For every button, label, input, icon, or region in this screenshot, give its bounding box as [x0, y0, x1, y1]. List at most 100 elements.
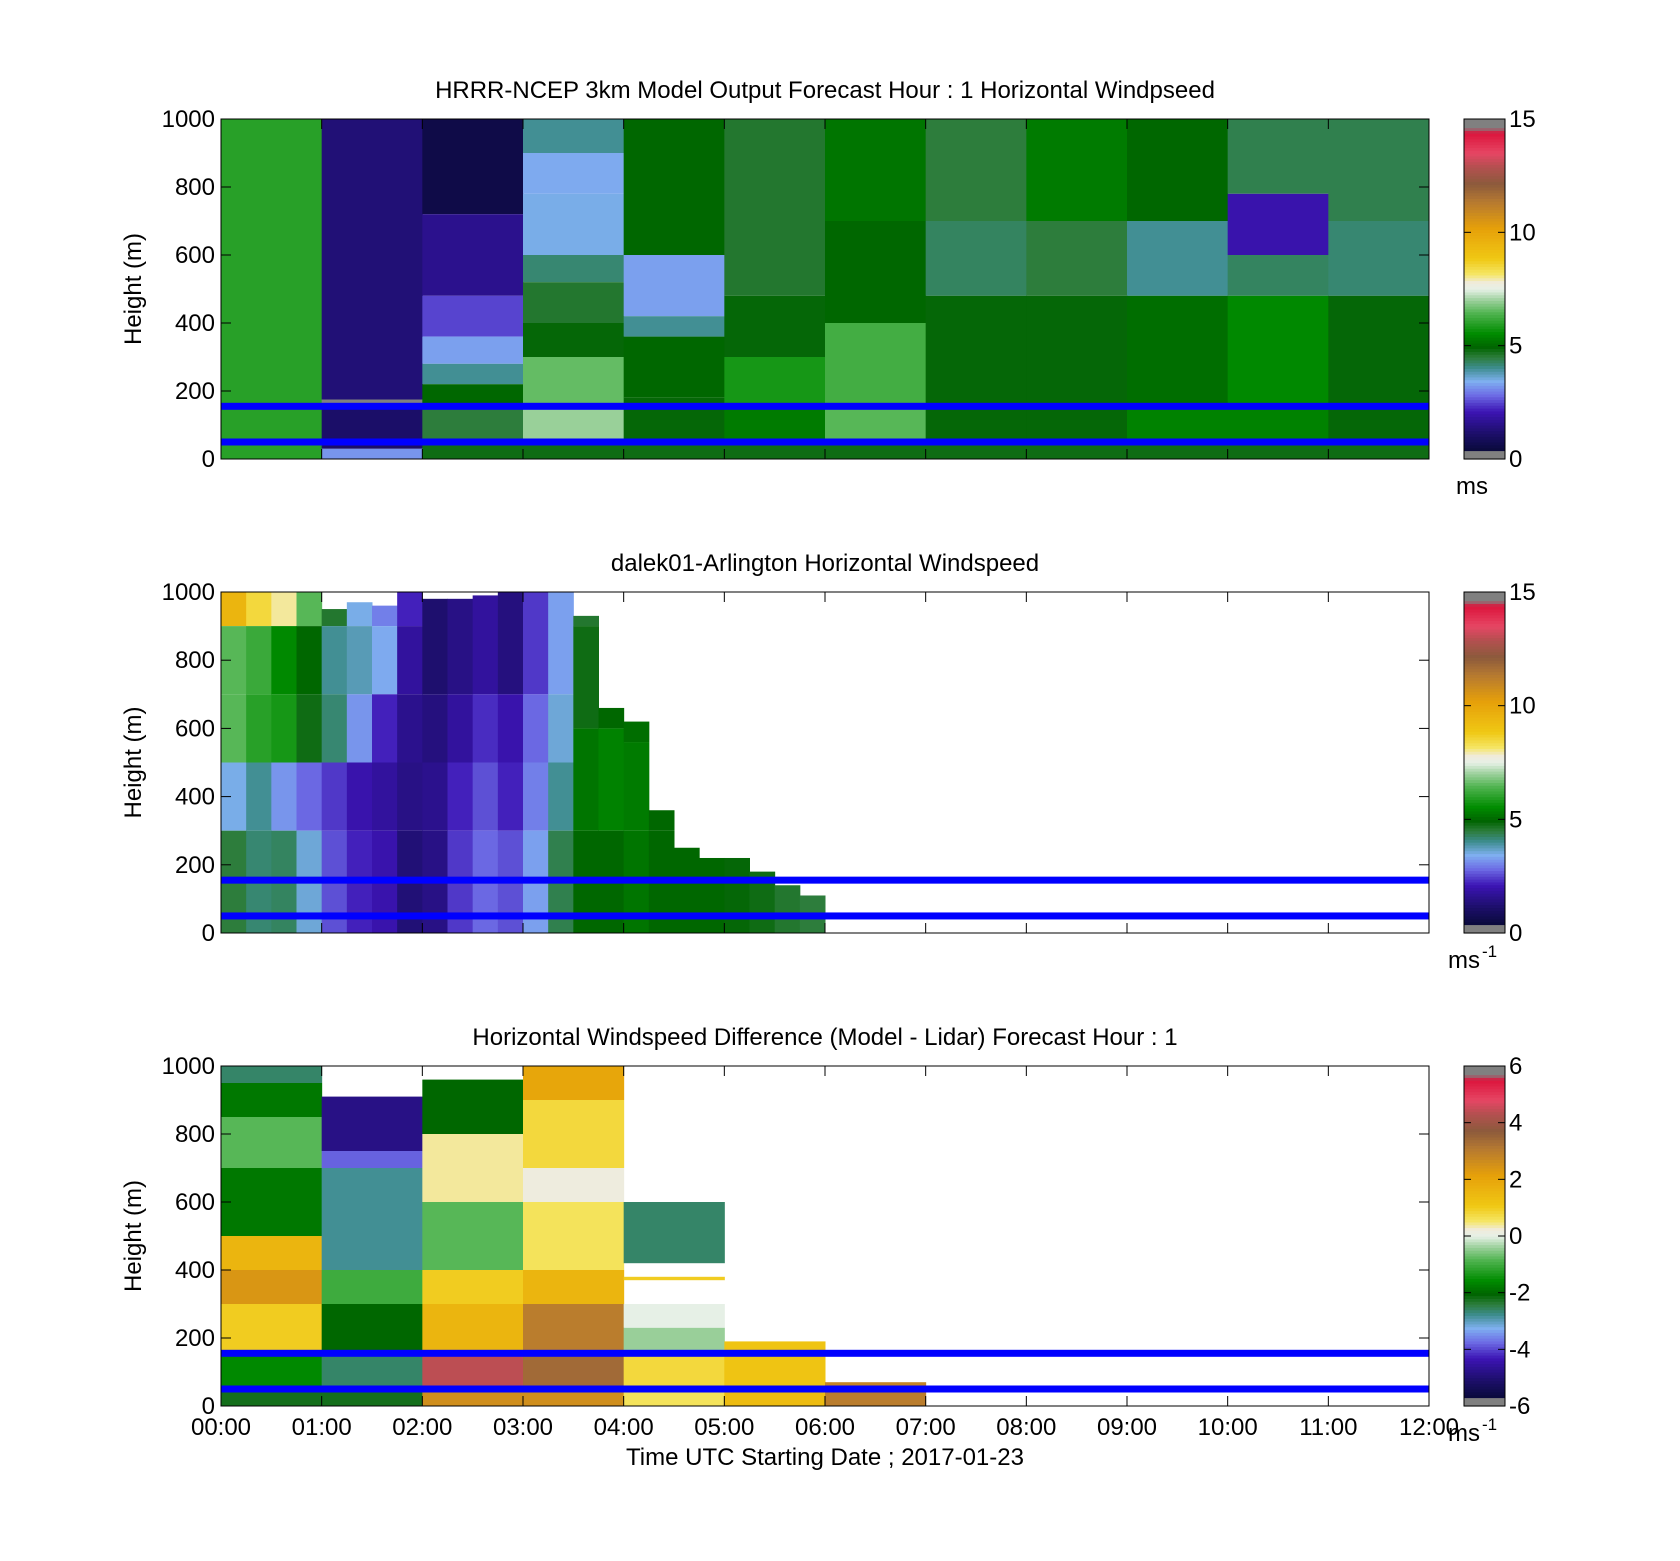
heatmap-cells [221, 119, 1430, 459]
heatmap-cell [548, 592, 574, 695]
colorbar-tick-label: 10 [1509, 693, 1536, 720]
heatmap-cell [623, 255, 725, 317]
colorbar-band [1464, 170, 1505, 174]
heatmap-cell [523, 1168, 625, 1202]
heatmap-cell [422, 363, 524, 385]
chart-title: Horizontal Windspeed Difference (Model -… [472, 1024, 1177, 1051]
heatmap-cell [221, 1389, 323, 1406]
colorbar-band [1464, 1128, 1505, 1132]
colorbar-band [1464, 904, 1505, 909]
colorbar-band [1464, 232, 1505, 236]
colorbar-band [1464, 1173, 1505, 1178]
colorbar-band [1464, 876, 1505, 880]
colorbar-band [1464, 1165, 1505, 1169]
heatmap-cell [825, 119, 927, 221]
x-tick-label: 11:00 [1299, 1414, 1357, 1441]
colorbar-band [1464, 1182, 1505, 1186]
colorbar-unit-exponent: -1 [1482, 1415, 1497, 1434]
colorbar-band [1464, 311, 1505, 316]
heatmap-cell [1227, 193, 1329, 255]
heatmap-cell [623, 742, 650, 831]
colorbar-band [1464, 257, 1505, 262]
colorbar-tick-label: 15 [1509, 106, 1536, 133]
colorbar-band [1464, 141, 1505, 146]
colorbar: 0 5 10 15 ms [1456, 106, 1536, 500]
colorbar-band [1464, 711, 1505, 715]
colorbar-band [1464, 229, 1505, 233]
heatmap-cell [422, 1389, 524, 1406]
heatmap-cell [1328, 221, 1430, 296]
chart-1: 0 200 400 600 800 1000 HRRR-NCEP 3km Model Out… [120, 77, 1536, 500]
colorbar-band [1464, 266, 1505, 270]
chart-title: HRRR-NCEP 3km Model Output Forecast Hour… [435, 77, 1215, 104]
heatmap-cell [1328, 442, 1430, 459]
heatmap-cell [221, 1236, 323, 1270]
heatmap-cell [221, 592, 247, 627]
heatmap-cell [346, 602, 373, 627]
heatmap-cell [1227, 404, 1329, 442]
colorbar-band [1464, 181, 1505, 185]
colorbar-band [1464, 739, 1505, 744]
colorbar-band [1464, 1227, 1505, 1231]
heatmap-cell [321, 626, 348, 695]
colorbar-band [1464, 1134, 1505, 1138]
colorbar-band [1464, 348, 1505, 352]
colorbar-band [1464, 1380, 1505, 1384]
heatmap-cell [321, 448, 423, 459]
heatmap-cell [1227, 119, 1329, 194]
colorbar-band [1464, 425, 1505, 429]
heatmap-cell [523, 1100, 625, 1168]
y-tick-label: 600 [175, 242, 215, 269]
colorbar-band [1464, 206, 1505, 211]
colorbar-band [1464, 816, 1505, 820]
heatmap-cell [1127, 295, 1229, 405]
colorbar-band [1464, 609, 1505, 613]
colorbar-band [1464, 331, 1505, 335]
colorbar-band [1464, 269, 1505, 273]
heatmap-cell [724, 1341, 826, 1386]
colorbar-band [1464, 1394, 1505, 1399]
colorbar-band [1464, 1335, 1505, 1339]
colorbar-band [1464, 1216, 1505, 1220]
heatmap-cell [724, 404, 826, 442]
colorbar-band [1464, 323, 1505, 327]
y-tick-label: 400 [175, 784, 215, 811]
colorbar-band [1464, 1360, 1505, 1365]
colorbar-band [1464, 291, 1505, 296]
heatmap-cell [422, 1270, 524, 1304]
heatmap-cell [321, 1270, 423, 1304]
heatmap-cell [271, 762, 297, 831]
colorbar-band [1464, 714, 1505, 718]
colorbar-band [1464, 839, 1505, 843]
heatmap-cell [598, 728, 625, 831]
colorbar-band [1464, 345, 1505, 350]
colorbar-band [1464, 334, 1505, 338]
colorbar-band [1464, 1292, 1505, 1297]
heatmap-cell [321, 119, 423, 400]
colorbar-band [1464, 1340, 1505, 1345]
colorbar-band [1464, 1301, 1505, 1305]
colorbar-band [1464, 762, 1505, 766]
colorbar-band [1464, 620, 1505, 624]
colorbar-band [1464, 1159, 1505, 1163]
colorbar-band [1464, 153, 1505, 157]
colorbar-band [1464, 1162, 1505, 1166]
chart-3: 00:00 01:00 02:00 03:00 04:00 05:00 06:00 07:00… [120, 1024, 1530, 1471]
heatmap-cell [724, 295, 826, 357]
colorbar-band [1464, 246, 1505, 250]
colorbar-band [1464, 1170, 1505, 1175]
heatmap-cell [623, 119, 725, 255]
colorbar-band [1464, 260, 1505, 265]
colorbar-band [1464, 731, 1505, 735]
x-tick-label: 08:00 [996, 1414, 1056, 1441]
colorbar-band [1464, 408, 1505, 412]
colorbar-band [1464, 399, 1505, 403]
x-tick-label: 02:00 [392, 1414, 452, 1441]
colorbar-band [1464, 121, 1505, 126]
colorbar-band [1464, 728, 1505, 732]
colorbar-band [1464, 827, 1505, 832]
colorbar-tick-label: 5 [1509, 806, 1522, 833]
colorbar-band [1464, 1338, 1505, 1342]
colorbar-band [1464, 1080, 1505, 1084]
colorbar-band [1464, 300, 1505, 304]
